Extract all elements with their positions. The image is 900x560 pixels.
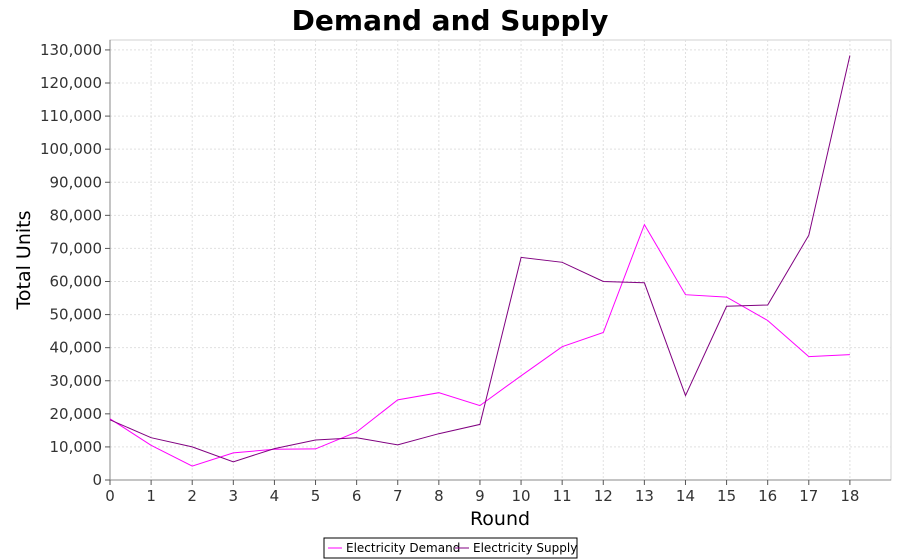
x-tick-label: 12	[594, 487, 613, 505]
x-tick-label: 7	[393, 487, 403, 505]
y-tick-label: 110,000	[40, 107, 102, 125]
y-tick-label: 100,000	[40, 140, 102, 158]
x-tick-label: 6	[352, 487, 362, 505]
y-tick-label: 90,000	[50, 173, 103, 191]
plot-area	[109, 39, 892, 481]
x-tick-label: 1	[146, 487, 156, 505]
y-tick-label: 70,000	[50, 239, 103, 257]
x-tick-label: 3	[229, 487, 239, 505]
x-tick-label: 0	[105, 487, 115, 505]
series-layer	[109, 55, 851, 467]
axes	[109, 40, 891, 481]
y-tick-label: 20,000	[50, 405, 103, 423]
legend: Electricity Demand Electricity Supply	[323, 537, 578, 559]
x-tick-label: 9	[475, 487, 485, 505]
y-tick-label: 30,000	[50, 372, 103, 390]
legend-label-electricity-supply: Electricity Supply	[473, 541, 577, 555]
legend-box	[323, 537, 578, 559]
y-tick-label: 120,000	[40, 74, 102, 92]
x-tick-label: 17	[799, 487, 818, 505]
x-tick-label: 8	[434, 487, 444, 505]
series-line-electricity-supply	[109, 55, 851, 463]
y-tick-label: 40,000	[50, 339, 103, 357]
x-tick-label: 11	[553, 487, 572, 505]
y-tick-label: 10,000	[50, 438, 103, 456]
x-tick-label: 15	[717, 487, 736, 505]
x-tick-label: 4	[270, 487, 280, 505]
x-tick-label: 13	[635, 487, 654, 505]
y-axis-ticks: 0 10,000 20,000 30,000 40,000 50,000 60,000 70,…	[40, 41, 110, 489]
x-tick-label: 16	[758, 487, 777, 505]
grid-lines	[110, 40, 891, 480]
y-axis-label: Total Units	[13, 211, 35, 311]
y-tick-label: 0	[92, 471, 102, 489]
x-tick-label: 18	[840, 487, 859, 505]
x-axis-ticks: 0 1 2 3 4 5 6 7 8 9 10 11 12 13 14 15 16 17 18	[105, 480, 859, 505]
chart-title: Demand and Supply	[292, 4, 609, 37]
y-tick-label: 130,000	[40, 41, 102, 59]
y-tick-label: 50,000	[50, 306, 103, 324]
legend-label-electricity-demand: Electricity Demand	[346, 541, 460, 555]
x-tick-label: 5	[311, 487, 321, 505]
x-tick-label: 14	[676, 487, 695, 505]
series-line-electricity-demand	[109, 223, 850, 467]
x-tick-label: 10	[512, 487, 531, 505]
y-tick-label: 80,000	[50, 206, 103, 224]
x-axis-label: Round	[470, 508, 530, 530]
x-tick-label: 2	[187, 487, 197, 505]
y-tick-label: 60,000	[50, 273, 103, 291]
